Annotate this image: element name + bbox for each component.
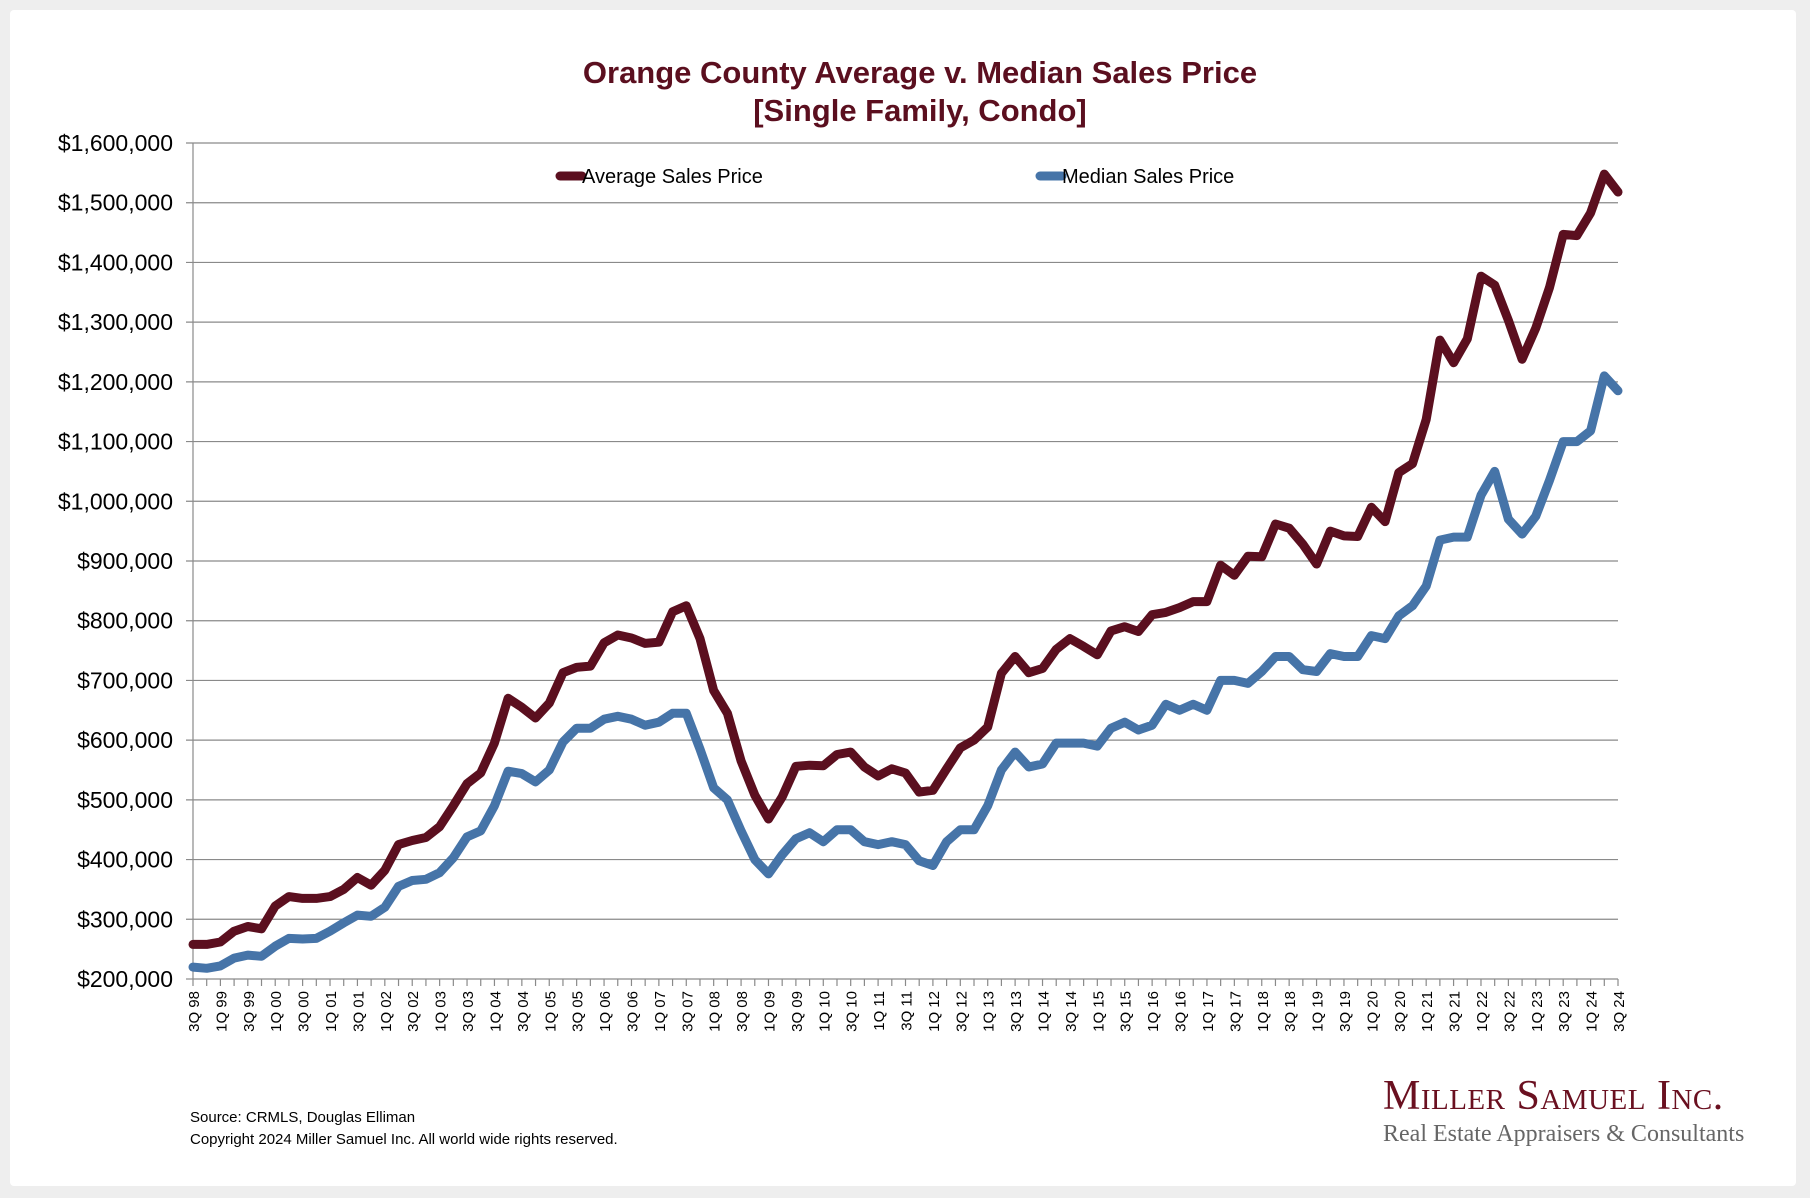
y-tick-label: $400,000 <box>77 847 173 873</box>
x-tick-label: 1Q 08 <box>707 991 724 1032</box>
y-tick-label: $800,000 <box>77 608 173 634</box>
legend-label-median: Median Sales Price <box>1062 166 1234 188</box>
x-tick-label: 3Q 13 <box>1008 991 1025 1032</box>
chart-subtitle: [Single Family, Condo] <box>753 93 1087 128</box>
x-tick-label: 3Q 10 <box>844 991 861 1032</box>
gridlines <box>186 142 1618 980</box>
x-tick-label: 1Q 10 <box>816 991 833 1032</box>
y-tick-label: $500,000 <box>77 787 173 813</box>
x-tick-label: 3Q 99 <box>241 991 258 1032</box>
x-tick-label: 3Q 23 <box>1556 991 1573 1032</box>
x-tick-label: 3Q 00 <box>296 991 313 1032</box>
legend: Average Sales Price Median Sales Price <box>555 166 1234 188</box>
y-tick-label: $600,000 <box>77 727 173 753</box>
legend-label-average: Average Sales Price <box>582 166 763 188</box>
x-tick-label: 1Q 23 <box>1529 991 1546 1032</box>
y-tick-label: $1,600,000 <box>58 130 173 156</box>
x-tick-label: 3Q 02 <box>405 991 422 1032</box>
x-tick-label: 3Q 07 <box>679 991 696 1032</box>
x-tick-label: 1Q 13 <box>981 991 998 1032</box>
x-tick-label: 1Q 12 <box>926 991 943 1032</box>
x-tick-label: 1Q 24 <box>1584 991 1601 1032</box>
miller-samuel-logo: Miller Samuel Inc. Real Estate Appraiser… <box>1383 1073 1745 1148</box>
source-note: Source: CRMLS, Douglas Elliman <box>190 1109 416 1126</box>
x-tick-label: 1Q 05 <box>542 991 559 1032</box>
x-tick-label: 1Q 15 <box>1090 991 1107 1032</box>
x-tick-label: 1Q 03 <box>433 991 450 1032</box>
series-lines <box>188 169 1623 973</box>
x-tick-label: 3Q 24 <box>1611 991 1628 1032</box>
x-tick-label: 3Q 22 <box>1501 991 1518 1032</box>
x-tick-label: 1Q 11 <box>871 991 888 1031</box>
x-tick-label: 1Q 06 <box>597 991 614 1032</box>
average-sales-price-line <box>188 169 1623 949</box>
y-tick-label: $700,000 <box>77 667 173 693</box>
x-tick-label: 1Q 01 <box>323 991 340 1032</box>
x-tick-label: 1Q 17 <box>1200 991 1217 1032</box>
x-tick-label: 3Q 19 <box>1337 991 1354 1032</box>
x-tick-label: 1Q 07 <box>652 991 669 1032</box>
x-tick-label: 3Q 21 <box>1447 991 1464 1032</box>
y-tick-label: $1,200,000 <box>58 369 173 395</box>
x-tick-label: 1Q 14 <box>1036 991 1053 1032</box>
y-tick-label: $200,000 <box>77 966 173 992</box>
x-tick-label: 1Q 20 <box>1364 991 1381 1032</box>
x-axis-tick-labels: 3Q 98 1Q 99 3Q 99 1Q 00 3Q 00 1Q 01 3Q 01 1Q 02… <box>186 991 1628 1032</box>
x-tick-label: 1Q 00 <box>268 991 285 1032</box>
x-tick-label: 3Q 04 <box>515 991 532 1032</box>
logo-tagline: Real Estate Appraisers & Consultants <box>1383 1121 1745 1147</box>
x-tick-label: 1Q 21 <box>1419 991 1436 1032</box>
y-tick-label: $1,100,000 <box>58 429 173 455</box>
chart-title: Orange County Average v. Median Sales Pr… <box>582 55 1258 90</box>
x-tick-label: 3Q 17 <box>1227 991 1244 1032</box>
x-tick-label: 3Q 09 <box>789 991 806 1032</box>
y-tick-label: $1,000,000 <box>58 488 173 514</box>
copyright-note: Copyright 2024 Miller Samuel Inc. All wo… <box>190 1131 618 1148</box>
x-tick-label: 1Q 02 <box>378 991 395 1032</box>
x-tick-label: 3Q 20 <box>1392 991 1409 1032</box>
x-tick-label: 1Q 16 <box>1145 991 1162 1032</box>
x-tick-label: 1Q 09 <box>761 991 778 1032</box>
x-axis-ticks <box>192 979 1619 986</box>
x-tick-label: 3Q 16 <box>1173 991 1190 1032</box>
y-tick-label: $900,000 <box>77 548 173 574</box>
x-tick-label: 1Q 18 <box>1255 991 1272 1032</box>
x-tick-label: 3Q 08 <box>734 991 751 1032</box>
x-tick-label: 3Q 06 <box>624 991 641 1032</box>
x-tick-label: 3Q 15 <box>1118 991 1135 1032</box>
x-tick-label: 3Q 11 <box>899 991 916 1031</box>
y-tick-label: $1,500,000 <box>58 190 173 216</box>
y-tick-label: $1,400,000 <box>58 249 173 275</box>
logo-name: Miller Samuel Inc. <box>1383 1073 1724 1119</box>
y-axis-tick-labels: $200,000 $300,000 $400,000 $500,000 $600,000… <box>58 130 173 992</box>
chart-card <box>10 10 1796 1186</box>
x-tick-label: 3Q 03 <box>460 991 477 1032</box>
x-tick-label: 3Q 05 <box>570 991 587 1032</box>
x-tick-label: 1Q 04 <box>487 991 504 1032</box>
x-tick-label: 3Q 18 <box>1282 991 1299 1032</box>
x-tick-label: 3Q 98 <box>186 991 203 1032</box>
x-tick-label: 3Q 14 <box>1063 991 1080 1032</box>
x-tick-label: 1Q 19 <box>1310 991 1327 1032</box>
x-tick-label: 1Q 22 <box>1474 991 1491 1032</box>
y-tick-label: $300,000 <box>77 906 173 932</box>
median-sales-price-line <box>188 371 1623 973</box>
x-tick-label: 3Q 12 <box>953 991 970 1032</box>
y-tick-label: $1,300,000 <box>58 309 173 335</box>
x-tick-label: 1Q 99 <box>213 991 230 1032</box>
x-tick-label: 3Q 01 <box>350 991 367 1032</box>
